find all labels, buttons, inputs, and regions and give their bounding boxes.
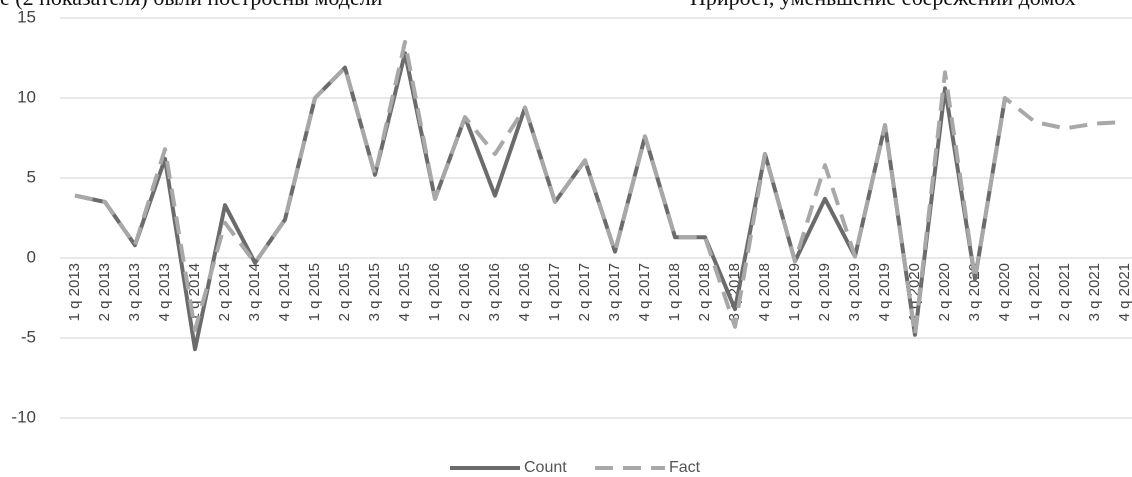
x-tick-label: 3 q 2021 [1086,263,1103,321]
x-tick-label: 3 q 2013 [126,263,143,321]
x-tick-label: 4 q 2015 [396,263,413,321]
x-tick-label: 4 q 2014 [276,263,293,321]
x-tick-label: 3 q 2014 [246,263,263,321]
x-tick-label: 4 q 2021 [1116,263,1132,321]
x-tick-label: 3 q 2015 [366,263,383,321]
x-tick-label: 1 q 2019 [786,263,803,321]
legend-label: Fact [669,459,701,476]
x-tick-label: 1 q 2015 [306,263,323,321]
y-tick-label: 0 [27,247,36,266]
x-tick-label: 3 q 2020 [966,263,983,321]
header-text: е (2 показателя) были построены модели [0,0,383,10]
x-tick-label: 4 q 2019 [876,263,893,321]
y-tick-label: 5 [27,167,36,186]
x-tick-label: 2 q 2018 [696,263,713,321]
y-tick-label: 10 [17,87,36,106]
x-tick-label: 3 q 2017 [606,263,623,321]
x-tick-label: 4 q 2018 [756,263,773,321]
y-tick-label: -5 [21,327,36,346]
y-tick-label: 15 [17,7,36,26]
y-tick-label: -10 [11,407,36,426]
x-tick-label: 2 q 2013 [96,263,113,321]
x-tick-label: 3 q 2019 [846,263,863,321]
x-tick-label: 4 q 2016 [516,263,533,321]
x-tick-label: 2 q 2019 [816,263,833,321]
x-tick-label: 2 q 2016 [456,263,473,321]
x-tick-label: 1 q 2017 [546,263,563,321]
legend-label: Count [524,459,567,476]
x-tick-label: 2 q 2021 [1056,263,1073,321]
x-tick-label: 2 q 2015 [336,263,353,321]
x-tick-label: 1 q 2018 [666,263,683,321]
x-tick-label: 4 q 2017 [636,263,653,321]
x-tick-label: 1 q 2016 [426,263,443,321]
x-tick-label: 1 q 2021 [1026,263,1043,321]
x-tick-label: 4 q 2013 [156,263,173,321]
x-tick-label: 4 q 2020 [996,263,1013,321]
x-tick-label: 2 q 2017 [576,263,593,321]
x-tick-label: 2 q 2014 [216,263,233,321]
x-tick-label: 3 q 2016 [486,263,503,321]
series-line [74,40,1126,337]
header-text: Прирост, уменьшение сбережений домох [690,0,1076,10]
x-tick-label: 2 q 2020 [936,263,953,321]
x-tick-label: 1 q 2013 [66,263,83,321]
